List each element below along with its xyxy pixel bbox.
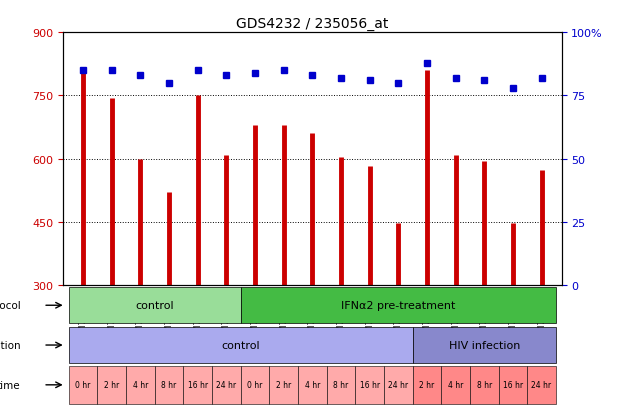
Bar — [69, 287, 240, 323]
Bar — [69, 366, 97, 404]
Text: 0 hr: 0 hr — [247, 380, 262, 389]
Text: HIV infection: HIV infection — [449, 340, 520, 350]
Bar — [212, 366, 240, 404]
Text: 24 hr: 24 hr — [216, 380, 237, 389]
Text: 8 hr: 8 hr — [162, 380, 177, 389]
Text: control: control — [221, 340, 260, 350]
Text: 4 hr: 4 hr — [305, 380, 320, 389]
Bar — [97, 366, 126, 404]
Bar — [355, 366, 384, 404]
Text: 8 hr: 8 hr — [476, 380, 492, 389]
Bar — [441, 366, 470, 404]
Bar — [528, 366, 556, 404]
Text: 24 hr: 24 hr — [531, 380, 551, 389]
Text: 4 hr: 4 hr — [133, 380, 148, 389]
Bar — [384, 366, 413, 404]
Bar — [240, 366, 269, 404]
Text: infection: infection — [0, 340, 21, 350]
Bar — [413, 328, 556, 363]
Bar — [498, 366, 528, 404]
Text: protocol: protocol — [0, 301, 21, 311]
Text: 24 hr: 24 hr — [388, 380, 408, 389]
Text: 8 hr: 8 hr — [333, 380, 348, 389]
Bar — [327, 366, 355, 404]
Text: 4 hr: 4 hr — [448, 380, 463, 389]
Text: IFNα2 pre-treatment: IFNα2 pre-treatment — [341, 301, 456, 311]
Title: GDS4232 / 235056_at: GDS4232 / 235056_at — [236, 17, 389, 31]
Text: 16 hr: 16 hr — [360, 380, 380, 389]
Text: 2 hr: 2 hr — [276, 380, 292, 389]
Bar — [155, 366, 184, 404]
Bar — [184, 366, 212, 404]
Text: 16 hr: 16 hr — [503, 380, 523, 389]
Text: 2 hr: 2 hr — [420, 380, 435, 389]
Bar — [240, 287, 556, 323]
Text: 2 hr: 2 hr — [104, 380, 119, 389]
Text: time: time — [0, 380, 21, 390]
Bar — [470, 366, 498, 404]
Bar — [269, 366, 298, 404]
Text: 16 hr: 16 hr — [187, 380, 208, 389]
Text: control: control — [136, 301, 174, 311]
Text: 0 hr: 0 hr — [76, 380, 91, 389]
Bar — [69, 328, 413, 363]
Bar — [298, 366, 327, 404]
Bar — [413, 366, 441, 404]
Bar — [126, 366, 155, 404]
